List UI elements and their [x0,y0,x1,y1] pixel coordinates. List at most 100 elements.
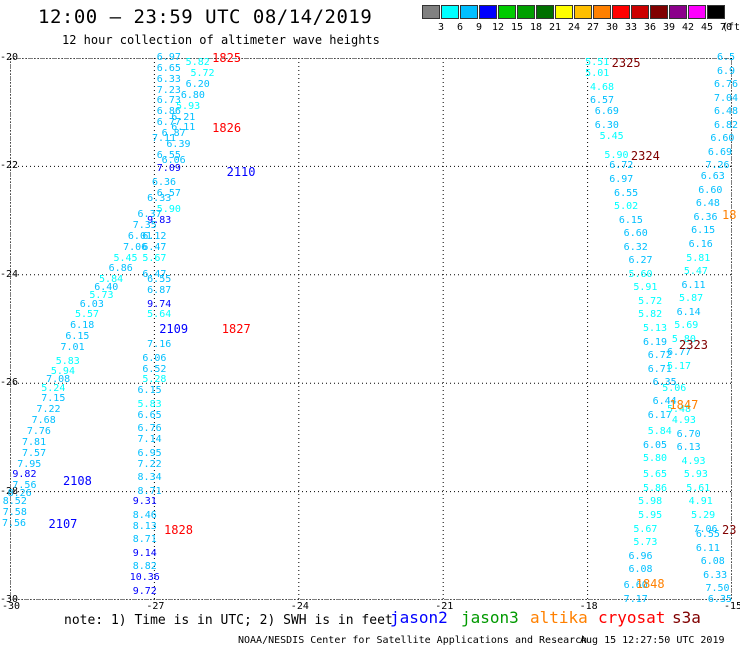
wave-height-value: 5.73 [633,537,658,549]
wave-height-value: 5.90 [604,149,629,161]
wave-height-value: 6.35 [707,594,732,605]
wave-height-value: 6.55 [147,274,172,286]
wave-height-value: 6.72 [609,160,634,172]
color-scale-tick: 36 [643,22,657,33]
color-scale-unit: (ft) [722,22,740,33]
wave-height-value: 6.63 [700,171,725,183]
wave-height-value: 9.74 [147,298,172,310]
wave-height-value: 6.57 [156,187,181,199]
wave-height-value: 6.77 [156,117,181,129]
color-scale-tick: 42 [681,22,695,33]
wave-height-value: 5.69 [674,320,699,332]
wave-height-value: 7.35 [132,220,157,232]
longitude-tick-label: -18 [579,601,598,612]
wave-height-value: 6.65 [156,62,181,74]
wave-height-value: 10.36 [129,572,160,584]
wave-height-value: 5.61 [686,482,711,494]
wave-height-value: 8.71 [137,485,162,497]
color-scale-tick: 12 [491,22,505,33]
wave-height-value: 5.86 [642,482,668,494]
track-time-label: 2109 [159,322,189,336]
wave-height-value: 6.11 [695,542,720,554]
wave-height-value: 5.06 [662,382,687,394]
wave-height-value: 5.67 [633,523,658,535]
wave-height-value: 6.48 [713,106,739,118]
wave-height-value: 5.51 [585,57,610,69]
wave-height-value: 7.01 [60,341,85,353]
wave-height-value: 6.19 [642,336,668,348]
wave-height-value: 6.18 [70,320,95,332]
wave-height-value: 4.91 [688,496,713,508]
wave-height-value: 7.56 [12,480,37,492]
wave-height-value: 5.72 [638,295,663,307]
track-time-label: 2323 [679,338,708,353]
wave-height-value: 5.84 [99,274,124,286]
wave-height-value: 7.04 [713,92,739,104]
color-scale-tick: 39 [662,22,676,33]
wave-height-value: 5.45 [599,130,624,142]
wave-height-value: 6.77 [667,347,692,359]
wave-height-value: 5.83 [55,355,80,367]
track-time-label: 23 [722,522,737,537]
latitude-tick-label: -26 [0,377,19,389]
color-scale-swatch [422,5,440,19]
wave-height-value: 6.15 [691,225,716,237]
wave-height-value: 5.84 [647,425,672,437]
wave-height-value: 6.57 [589,95,615,107]
color-scale-swatch [536,5,554,19]
wave-height-value: 6.16 [688,238,713,250]
wave-height-value: 5.93 [683,469,708,481]
track-time-label: 2325 [611,56,641,71]
wave-height-value: 6.35 [652,377,677,389]
track-time-label: 18 [722,208,737,223]
wave-height-value: 5.60 [628,268,653,280]
wave-height-value: 6.48 [695,198,720,210]
wave-height-value: 5.47 [683,266,708,278]
wave-height-value: 6.55 [156,149,181,161]
wave-height-value: 6.40 [94,282,119,294]
wave-height-value: 6.95 [137,447,162,459]
wave-height-value: 6.08 [700,556,725,568]
color-scale-tick: 70 [719,22,733,33]
wave-height-value: 6.70 [676,428,701,440]
units-note: note: 1) Time is in UTC; 2) SWH is in fe… [64,613,393,628]
color-scale-tick: 18 [529,22,543,33]
wave-height-value: 6.80 [180,89,205,101]
wave-height-value: 6.27 [628,255,653,267]
longitude-tick-label: -21 [435,601,454,612]
wave-height-value: 5.80 [671,333,696,345]
map-subtitle: 12 hour collection of altimeter wave hei… [62,33,380,47]
color-scale-tick: 3 [437,22,445,33]
color-scale-swatch [669,5,687,19]
wave-height-value: 7.26 [705,160,730,172]
wave-height-value: 6.13 [676,442,701,454]
color-scale-swatch [631,5,649,19]
legend-cryosat: cryosat [598,608,666,627]
track-time-label: 1825 [212,51,242,65]
wave-height-value: 6.06 [161,154,186,166]
wave-height-value: 4.93 [681,455,706,467]
wave-height-value: 7.06 [123,241,148,253]
wave-height-value: 5.67 [142,252,167,264]
track-time-label: 2110 [226,164,256,179]
color-scale-tick: 24 [567,22,581,33]
wave-height-value: 6.11 [681,279,706,291]
wave-height-value: 7.50 [705,583,730,595]
wave-height-value: 9.31 [132,496,157,508]
wave-height-value: 5.28 [142,374,167,386]
wave-height-value: 4.68 [589,81,615,93]
wave-height-value: 6.11 [171,122,196,134]
wave-height-value: 6.82 [713,119,739,131]
wave-height-value: 8.71 [132,534,157,546]
wave-height-value: 7.11 [151,133,177,145]
wave-height-value: 5.82 [185,57,210,69]
map-title: 12:00 – 23:59 UTC 08/14/2019 [38,6,373,28]
wave-height-value: 5.82 [638,309,663,321]
wave-height-value: 6.76 [713,79,739,91]
wave-height-value: 7.81 [22,436,47,448]
wave-height-value: 5.73 [89,290,114,302]
wave-height-value: 5.13 [642,323,668,334]
wave-height-value: 5.29 [691,509,716,521]
track-time-label: 2107 [48,517,78,532]
color-scale-tick: 33 [624,22,638,33]
